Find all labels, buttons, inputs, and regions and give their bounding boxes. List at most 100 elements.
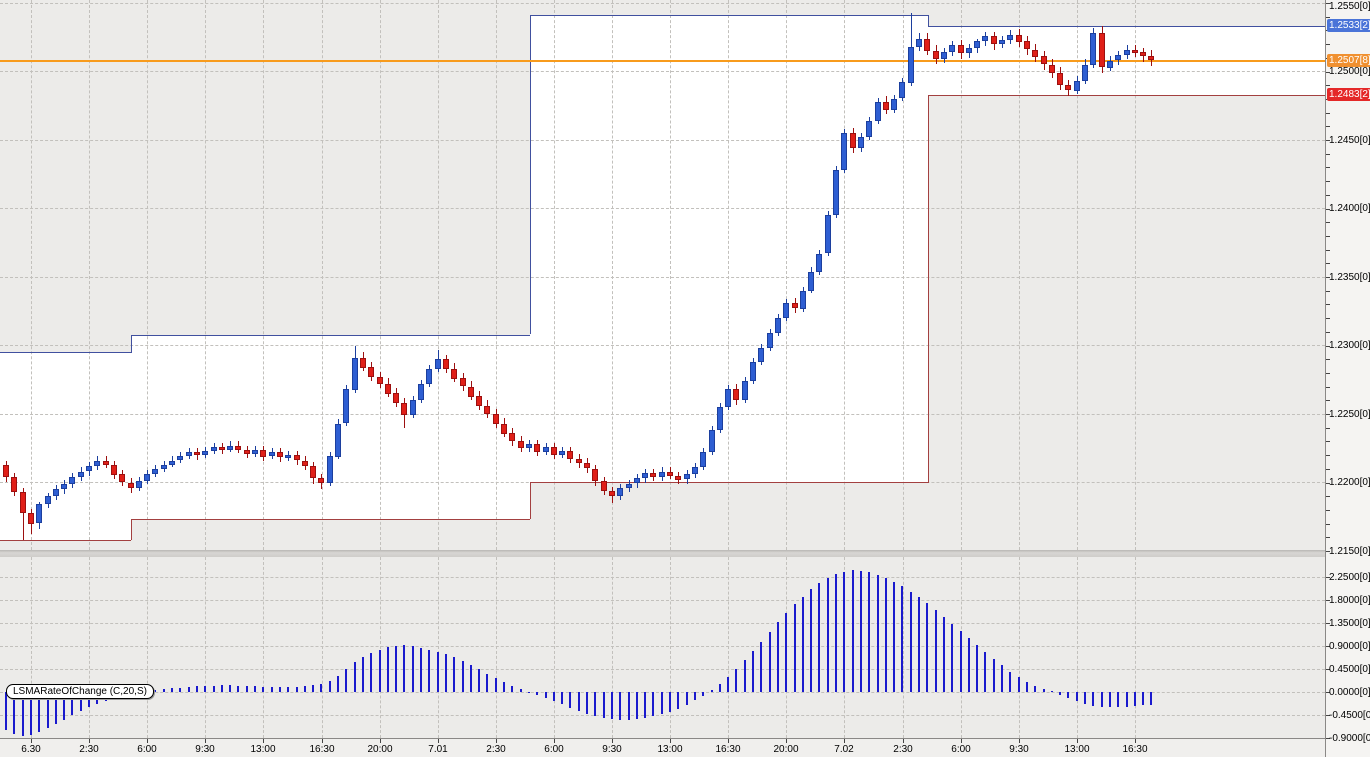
price-axis[interactable]: 1.2550[0] 1.2500[0] 1.2450[0] 1.2400[0] 1.23… bbox=[1325, 0, 1370, 757]
candle bbox=[144, 474, 150, 481]
price-axis-label: 1.2450[0] bbox=[1329, 135, 1370, 146]
indicator-bar bbox=[843, 572, 845, 692]
indicator-axis-tick bbox=[1326, 577, 1330, 578]
indicator-bar bbox=[1067, 692, 1069, 698]
indicator-axis-tick bbox=[1326, 600, 1330, 601]
candle bbox=[310, 466, 316, 478]
price-axis-tick bbox=[1326, 551, 1330, 552]
time-axis[interactable]: 6.30 2:30 6:00 9:30 13:00 16:30 20:00 7.01 2:30 6… bbox=[0, 738, 1325, 757]
indicator-bar bbox=[304, 686, 306, 692]
candle bbox=[709, 430, 715, 452]
indicator-bar bbox=[1018, 677, 1020, 692]
candle bbox=[534, 444, 540, 452]
price-chart-panel[interactable] bbox=[0, 0, 1325, 550]
candle bbox=[493, 414, 499, 424]
candle bbox=[451, 369, 457, 379]
indicator-bar bbox=[287, 687, 289, 692]
candle bbox=[227, 446, 233, 450]
candle bbox=[725, 389, 731, 407]
price-axis-label: 1.2300[0] bbox=[1329, 340, 1370, 351]
candle bbox=[119, 474, 125, 482]
indicator-bar bbox=[735, 669, 737, 692]
indicator-bar bbox=[794, 604, 796, 692]
candle bbox=[750, 362, 756, 381]
time-axis-tick bbox=[903, 739, 904, 743]
price-axis-tick bbox=[1326, 154, 1330, 155]
indicator-bar bbox=[511, 686, 513, 692]
time-axis-label: 16:30 bbox=[715, 744, 741, 755]
candle bbox=[800, 291, 806, 309]
candle bbox=[343, 389, 349, 423]
candle bbox=[476, 396, 482, 406]
candle bbox=[559, 451, 565, 455]
panel-divider[interactable] bbox=[0, 550, 1325, 557]
indicator-bar bbox=[594, 692, 596, 716]
indicator-bar bbox=[254, 686, 256, 692]
indicator-bar bbox=[553, 692, 555, 701]
indicator-bar bbox=[852, 570, 854, 692]
time-gridline bbox=[670, 557, 671, 738]
time-gridline bbox=[205, 557, 206, 738]
indicator-bar bbox=[951, 624, 953, 692]
candle bbox=[285, 455, 291, 458]
indicator-axis-tick bbox=[1326, 692, 1330, 693]
candle bbox=[352, 358, 358, 390]
candle bbox=[941, 52, 947, 59]
candle bbox=[244, 450, 250, 454]
candle bbox=[269, 452, 275, 456]
indicator-bar bbox=[893, 582, 895, 692]
price-axis-tick bbox=[1326, 195, 1330, 196]
time-gridline bbox=[380, 557, 381, 738]
time-axis-tick bbox=[1135, 739, 1136, 743]
time-gridline bbox=[1019, 557, 1020, 738]
channel-box bbox=[530, 15, 928, 482]
indicator-label[interactable]: LSMARateOfChange (C,20,S) bbox=[6, 684, 154, 699]
time-axis-label: 20:00 bbox=[367, 744, 393, 755]
candle bbox=[866, 121, 872, 137]
indicator-bar bbox=[88, 692, 90, 707]
candle bbox=[418, 384, 424, 400]
candle bbox=[526, 444, 532, 448]
candle bbox=[916, 39, 922, 47]
time-gridline bbox=[496, 0, 497, 550]
candle bbox=[543, 447, 549, 452]
indicator-bar bbox=[1117, 692, 1119, 707]
indicator-bar bbox=[960, 631, 962, 692]
candle bbox=[1140, 52, 1146, 56]
indicator-bar bbox=[777, 622, 779, 692]
time-axis-tick bbox=[554, 739, 555, 743]
indicator-panel[interactable]: LSMARateOfChange (C,20,S) bbox=[0, 557, 1325, 738]
indicator-bar bbox=[1101, 692, 1103, 707]
candle bbox=[219, 447, 225, 450]
price-axis-tick bbox=[1326, 181, 1330, 182]
time-gridline bbox=[670, 0, 671, 550]
time-gridline bbox=[147, 557, 148, 738]
candle bbox=[982, 36, 988, 41]
price-gridline bbox=[0, 140, 1325, 141]
time-gridline bbox=[31, 0, 32, 550]
candle bbox=[11, 477, 17, 492]
price-gridline bbox=[0, 345, 1325, 346]
channel-box bbox=[131, 335, 530, 520]
time-gridline bbox=[961, 0, 962, 550]
upper-band-line bbox=[530, 15, 928, 16]
indicator-bar bbox=[412, 646, 414, 692]
time-axis-label: 9:30 bbox=[1009, 744, 1029, 755]
candle bbox=[850, 133, 856, 148]
candle bbox=[567, 451, 573, 459]
price-axis-tick bbox=[1326, 72, 1330, 73]
indicator-bar bbox=[163, 689, 165, 692]
time-axis-label: 9:30 bbox=[602, 744, 622, 755]
indicator-bar bbox=[1034, 686, 1036, 692]
indicator-bar bbox=[453, 657, 455, 692]
price-axis-label: 1.2200[0] bbox=[1329, 477, 1370, 488]
candle bbox=[775, 318, 781, 333]
indicator-gridline bbox=[0, 669, 1325, 670]
candle bbox=[277, 452, 283, 457]
indicator-bar bbox=[1084, 692, 1086, 704]
time-axis-tick bbox=[31, 739, 32, 743]
candle bbox=[20, 492, 26, 513]
candle bbox=[401, 403, 407, 415]
candle bbox=[609, 491, 615, 496]
candle bbox=[1024, 41, 1030, 49]
